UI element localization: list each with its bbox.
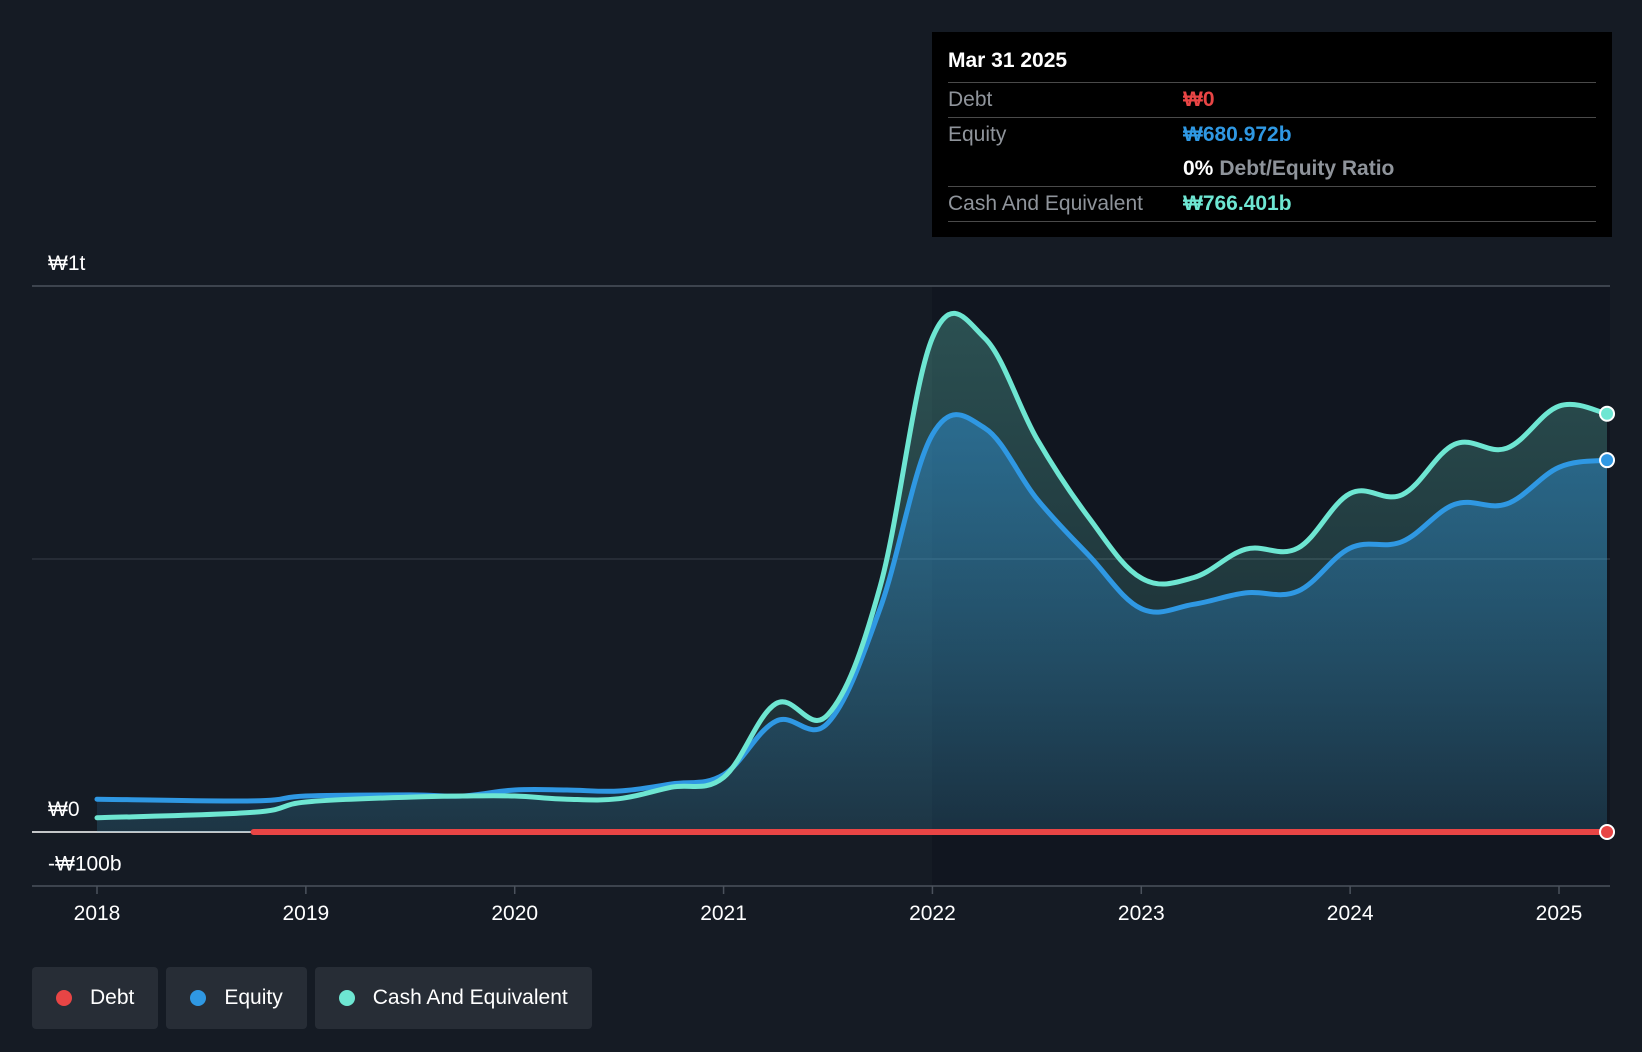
cash-end-marker: [1599, 405, 1616, 422]
tooltip-debt-row: Debt ₩0: [948, 83, 1596, 118]
tooltip-ratio-row: 0% Debt/Equity Ratio: [948, 152, 1596, 187]
x-tick-label: 2023: [1118, 902, 1165, 925]
chart-legend: Debt Equity Cash And Equivalent: [32, 967, 592, 1029]
series-lines: [94, 311, 1610, 836]
tooltip-debt-label: Debt: [948, 88, 993, 111]
legend-dot-debt-icon: [56, 990, 72, 1006]
legend-item-cash[interactable]: Cash And Equivalent: [314, 967, 592, 1029]
legend-label-equity: Equity: [224, 986, 283, 1009]
x-tick-label: 2019: [282, 902, 329, 925]
tooltip-equity-row: Equity ₩680.972b: [948, 118, 1596, 152]
tooltip-ratio-value: 0%: [1183, 157, 1214, 180]
equity-end-marker: [1599, 452, 1616, 469]
legend-label-debt: Debt: [90, 986, 135, 1009]
cash-line: [94, 311, 1610, 821]
x-tick-label: 2025: [1536, 902, 1583, 925]
tooltip-ratio-label: Debt/Equity Ratio: [1219, 157, 1395, 180]
area-fills: [97, 313, 1607, 832]
y-tick-label: -₩100b: [48, 853, 122, 876]
tooltip-debt-value: ₩0: [1183, 88, 1215, 111]
x-tick-label: 2021: [700, 902, 747, 925]
y-tick-label: ₩0: [48, 798, 80, 821]
x-tick-label: 2024: [1327, 902, 1374, 925]
tooltip-cash-label: Cash And Equivalent: [948, 192, 1143, 215]
legend-item-equity[interactable]: Equity: [166, 967, 307, 1029]
tooltip-equity-value: ₩680.972b: [1183, 123, 1292, 146]
x-tick-label: 2022: [909, 902, 956, 925]
x-axis-ticks: 2018 2019 2020 2021 2022 2023 2024 2025: [74, 886, 1583, 925]
legend-item-debt[interactable]: Debt: [32, 967, 159, 1029]
end-markers: [1599, 405, 1616, 840]
tooltip-date: Mar 31 2025: [948, 32, 1596, 83]
tooltip-equity-label: Equity: [948, 123, 1007, 146]
tooltip-panel: Mar 31 2025 Debt ₩0 Equity ₩680.972b 0% …: [932, 32, 1612, 237]
tooltip-cash-row: Cash And Equivalent ₩766.401b: [948, 187, 1596, 222]
x-tick-label: 2020: [491, 902, 538, 925]
legend-dot-equity-icon: [190, 990, 207, 1006]
tooltip-cash-value: ₩766.401b: [1183, 192, 1292, 215]
legend-label-cash: Cash And Equivalent: [372, 986, 568, 1009]
y-axis-ticks: ₩1t ₩0 -₩100b: [48, 252, 122, 876]
legend-dot-cash-icon: [338, 990, 355, 1006]
x-tick-label: 2018: [74, 902, 121, 925]
equity-area: [97, 414, 1607, 832]
y-tick-label: ₩1t: [48, 252, 86, 275]
debt-end-marker: [1599, 824, 1616, 840]
